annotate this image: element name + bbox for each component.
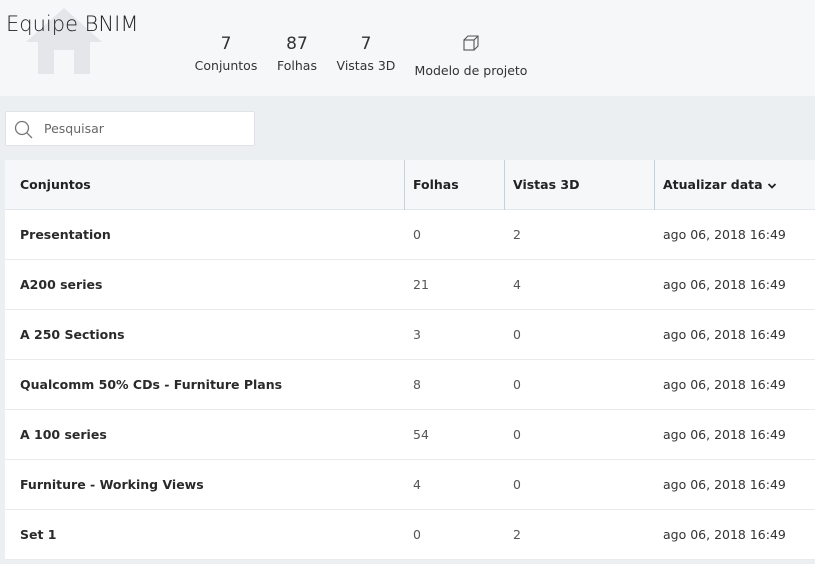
- stat-value: 7: [220, 34, 232, 54]
- stat-folhas[interactable]: 87 Folhas: [274, 34, 320, 73]
- stat-label: Folhas: [277, 58, 317, 73]
- updated-date: ago 06, 2018 16:49: [663, 377, 786, 392]
- search-icon: [14, 120, 33, 139]
- sheets-count: 54: [413, 427, 429, 442]
- search-box[interactable]: [5, 111, 255, 146]
- table-header-row: Conjuntos Folhas Vistas 3D Atualizar dat…: [5, 160, 815, 210]
- table-body: Presentation 0 2 ago 06, 2018 16:49 A200 ser…: [5, 210, 815, 560]
- sheets-count: 21: [413, 277, 429, 292]
- set-name[interactable]: A 250 Sections: [20, 327, 125, 342]
- table-row[interactable]: A 250 Sections 3 0 ago 06, 2018 16:49: [5, 310, 815, 360]
- search-input[interactable]: [44, 112, 244, 145]
- views-3d-count: 4: [513, 277, 521, 292]
- updated-date: ago 06, 2018 16:49: [663, 427, 786, 442]
- column-separator[interactable]: [504, 160, 505, 210]
- page-title: Equipe BNIM: [6, 12, 139, 36]
- column-header-vistas-3d[interactable]: Vistas 3D: [513, 177, 580, 192]
- updated-date: ago 06, 2018 16:49: [663, 527, 786, 542]
- sheets-count: 8: [413, 377, 421, 392]
- table-row[interactable]: Qualcomm 50% CDs - Furniture Plans 8 0 ago …: [5, 360, 815, 410]
- views-3d-count: 2: [513, 227, 521, 242]
- chevron-down-icon: [767, 182, 777, 189]
- house-icon: [26, 8, 102, 74]
- column-separator[interactable]: [654, 160, 655, 210]
- stat-value: 87: [286, 34, 308, 54]
- stat-label: Conjuntos: [194, 58, 258, 73]
- views-3d-count: 2: [513, 527, 521, 542]
- table-row[interactable]: Presentation 0 2 ago 06, 2018 16:49: [5, 210, 815, 260]
- table-row[interactable]: A 100 series 54 0 ago 06, 2018 16:49: [5, 410, 815, 460]
- views-3d-count: 0: [513, 427, 521, 442]
- sheets-count: 4: [413, 477, 421, 492]
- set-name[interactable]: Set 1: [20, 527, 57, 542]
- sets-table: Conjuntos Folhas Vistas 3D Atualizar dat…: [5, 160, 815, 560]
- updated-date: ago 06, 2018 16:49: [663, 477, 786, 492]
- set-name[interactable]: A200 series: [20, 277, 103, 292]
- sheets-count: 0: [413, 227, 421, 242]
- stat-modelo-de-projeto[interactable]: Modelo de projeto: [413, 34, 529, 78]
- sheets-count: 0: [413, 527, 421, 542]
- views-3d-count: 0: [513, 477, 521, 492]
- project-header: Equipe BNIM 7 Conjuntos 87 Folhas 7 Vist…: [0, 0, 815, 96]
- updated-date: ago 06, 2018 16:49: [663, 327, 786, 342]
- column-separator[interactable]: [404, 160, 405, 210]
- table-row[interactable]: A200 series 21 4 ago 06, 2018 16:49: [5, 260, 815, 310]
- column-header-atualizar-data[interactable]: Atualizar data: [663, 160, 777, 210]
- updated-date: ago 06, 2018 16:49: [663, 227, 786, 242]
- stat-vistas-3d[interactable]: 7 Vistas 3D: [334, 34, 398, 73]
- table-row[interactable]: Set 1 0 2 ago 06, 2018 16:49: [5, 510, 815, 560]
- set-name[interactable]: Qualcomm 50% CDs - Furniture Plans: [20, 377, 283, 392]
- set-name[interactable]: A 100 series: [20, 427, 107, 442]
- stat-label: Vistas 3D: [336, 58, 396, 73]
- set-name[interactable]: Furniture - Working Views: [20, 477, 204, 492]
- column-header-folhas[interactable]: Folhas: [413, 177, 459, 192]
- column-header-conjuntos[interactable]: Conjuntos: [20, 177, 91, 192]
- table-row[interactable]: Furniture - Working Views 4 0 ago 06, 2018 …: [5, 460, 815, 510]
- stat-label: Modelo de projeto: [414, 63, 528, 78]
- cube-icon: [413, 34, 529, 59]
- views-3d-count: 0: [513, 377, 521, 392]
- views-3d-count: 0: [513, 327, 521, 342]
- stat-conjuntos[interactable]: 7 Conjuntos: [194, 34, 258, 73]
- stat-value: 7: [360, 34, 372, 54]
- set-name[interactable]: Presentation: [20, 227, 111, 242]
- sheets-count: 3: [413, 327, 421, 342]
- column-header-label: Atualizar data: [663, 177, 763, 192]
- updated-date: ago 06, 2018 16:49: [663, 277, 786, 292]
